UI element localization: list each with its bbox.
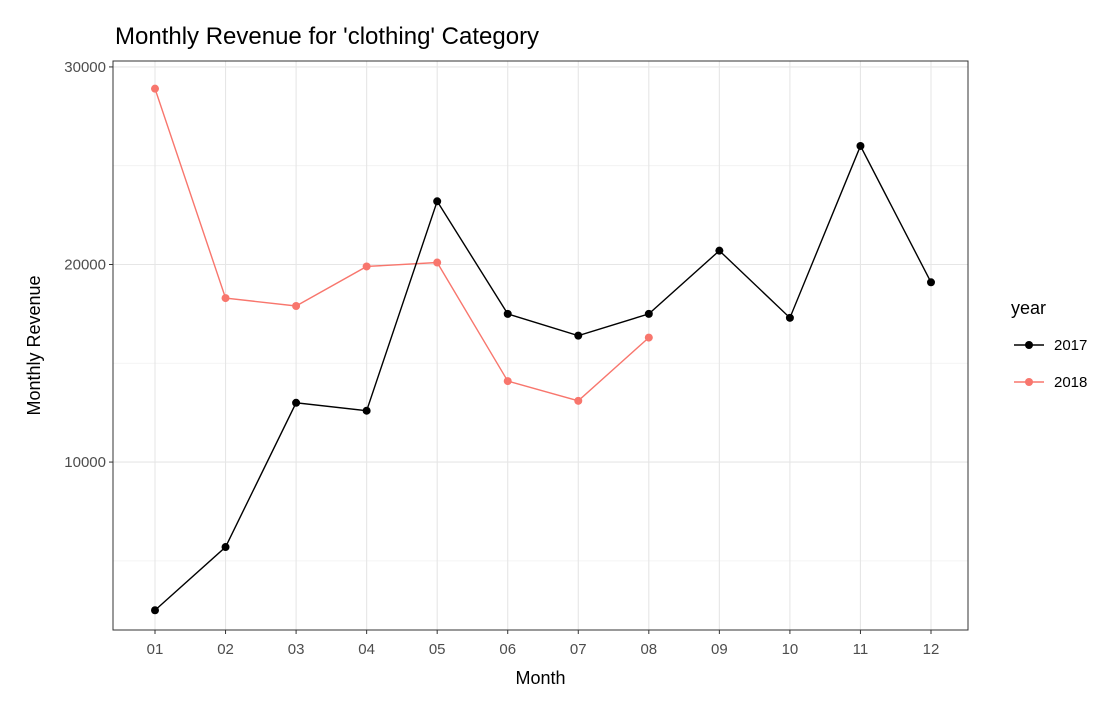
series-2018 bbox=[151, 84, 653, 405]
data-point-2017 bbox=[433, 197, 442, 206]
x-tick-label: 03 bbox=[288, 641, 305, 658]
data-point-2018 bbox=[433, 258, 442, 267]
data-point-2018 bbox=[644, 333, 653, 342]
x-tick-label: 11 bbox=[853, 641, 869, 658]
chart-title: Monthly Revenue for 'clothing' Category bbox=[115, 23, 539, 50]
x-tick-label: 01 bbox=[147, 641, 164, 658]
data-point-2017 bbox=[503, 309, 512, 318]
x-tick-label: 10 bbox=[782, 641, 799, 658]
x-tick-label: 07 bbox=[570, 641, 587, 658]
axes: 10000 20000 30000 01 02 03 04 05 06 07 08 09 10 11 12 bbox=[64, 59, 939, 658]
data-point-2017 bbox=[715, 246, 724, 255]
y-tick-label: 10000 bbox=[64, 454, 106, 471]
y-tick-label: 20000 bbox=[64, 256, 106, 273]
data-point-2017 bbox=[362, 406, 371, 415]
legend-label: 2017 bbox=[1054, 337, 1087, 354]
data-point-2017 bbox=[221, 543, 230, 552]
data-point-2018 bbox=[574, 396, 583, 405]
x-axis-title: Month bbox=[515, 668, 565, 688]
x-tick-label: 09 bbox=[711, 641, 728, 658]
x-tick-label: 02 bbox=[217, 641, 234, 658]
data-point-2018 bbox=[503, 377, 512, 386]
y-axis-title: Monthly Revenue bbox=[24, 275, 44, 415]
x-tick-label: 05 bbox=[429, 641, 446, 658]
x-tick-label: 06 bbox=[499, 641, 516, 658]
data-point-2017 bbox=[151, 606, 159, 615]
grid bbox=[113, 61, 968, 630]
panel-border bbox=[112, 60, 969, 631]
series-layer bbox=[151, 84, 935, 615]
data-point-2017 bbox=[785, 313, 794, 322]
legend-label: 2018 bbox=[1054, 374, 1087, 391]
x-tick-label: 04 bbox=[358, 641, 375, 658]
legend-title: year bbox=[1011, 298, 1046, 318]
data-point-2018 bbox=[151, 84, 159, 93]
data-point-2018 bbox=[221, 294, 230, 303]
data-point-2017 bbox=[856, 141, 865, 150]
x-tick-label: 08 bbox=[640, 641, 657, 658]
legend-item-2017: 2017 bbox=[1014, 337, 1087, 354]
legend-key-point bbox=[1025, 341, 1033, 349]
legend-key-point bbox=[1025, 378, 1033, 386]
data-point-2018 bbox=[362, 262, 371, 271]
data-point-2017 bbox=[292, 398, 301, 407]
series-line-2017 bbox=[154, 144, 932, 611]
x-tick-label: 12 bbox=[923, 641, 940, 658]
legend-item-2018: 2018 bbox=[1014, 374, 1087, 391]
series-2017 bbox=[151, 141, 935, 615]
series-line-2018 bbox=[154, 88, 650, 402]
data-point-2017 bbox=[927, 278, 935, 287]
legend: year 2017 2018 bbox=[1011, 298, 1087, 391]
data-point-2018 bbox=[292, 301, 301, 310]
data-point-2017 bbox=[644, 309, 653, 318]
y-tick-label: 30000 bbox=[64, 59, 106, 76]
data-point-2017 bbox=[574, 331, 583, 340]
